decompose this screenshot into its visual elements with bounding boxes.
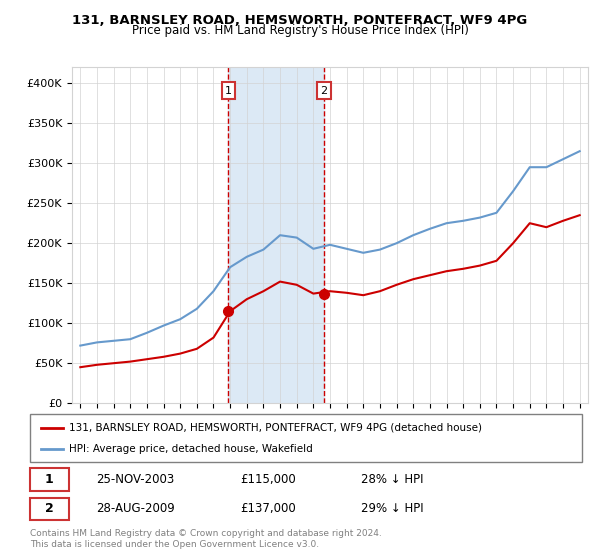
Bar <box>229 67 324 403</box>
Text: 29% ↓ HPI: 29% ↓ HPI <box>361 502 424 515</box>
Text: 131, BARNSLEY ROAD, HEMSWORTH, PONTEFRACT, WF9 4PG: 131, BARNSLEY ROAD, HEMSWORTH, PONTEFRAC… <box>73 14 527 27</box>
Text: 2: 2 <box>45 502 53 515</box>
FancyBboxPatch shape <box>30 468 68 491</box>
Text: 1: 1 <box>45 473 53 486</box>
Text: 25-NOV-2003: 25-NOV-2003 <box>96 473 175 486</box>
Text: £115,000: £115,000 <box>240 473 296 486</box>
Text: Price paid vs. HM Land Registry's House Price Index (HPI): Price paid vs. HM Land Registry's House … <box>131 24 469 36</box>
FancyBboxPatch shape <box>30 498 68 520</box>
Text: £137,000: £137,000 <box>240 502 296 515</box>
FancyBboxPatch shape <box>30 414 582 462</box>
Text: Contains HM Land Registry data © Crown copyright and database right 2024.
This d: Contains HM Land Registry data © Crown c… <box>30 529 382 549</box>
Text: 131, BARNSLEY ROAD, HEMSWORTH, PONTEFRACT, WF9 4PG (detached house): 131, BARNSLEY ROAD, HEMSWORTH, PONTEFRAC… <box>68 423 482 433</box>
Text: 28-AUG-2009: 28-AUG-2009 <box>96 502 175 515</box>
Text: 2: 2 <box>320 86 328 96</box>
Text: 1: 1 <box>225 86 232 96</box>
Text: HPI: Average price, detached house, Wakefield: HPI: Average price, detached house, Wake… <box>68 444 313 454</box>
Text: 28% ↓ HPI: 28% ↓ HPI <box>361 473 424 486</box>
